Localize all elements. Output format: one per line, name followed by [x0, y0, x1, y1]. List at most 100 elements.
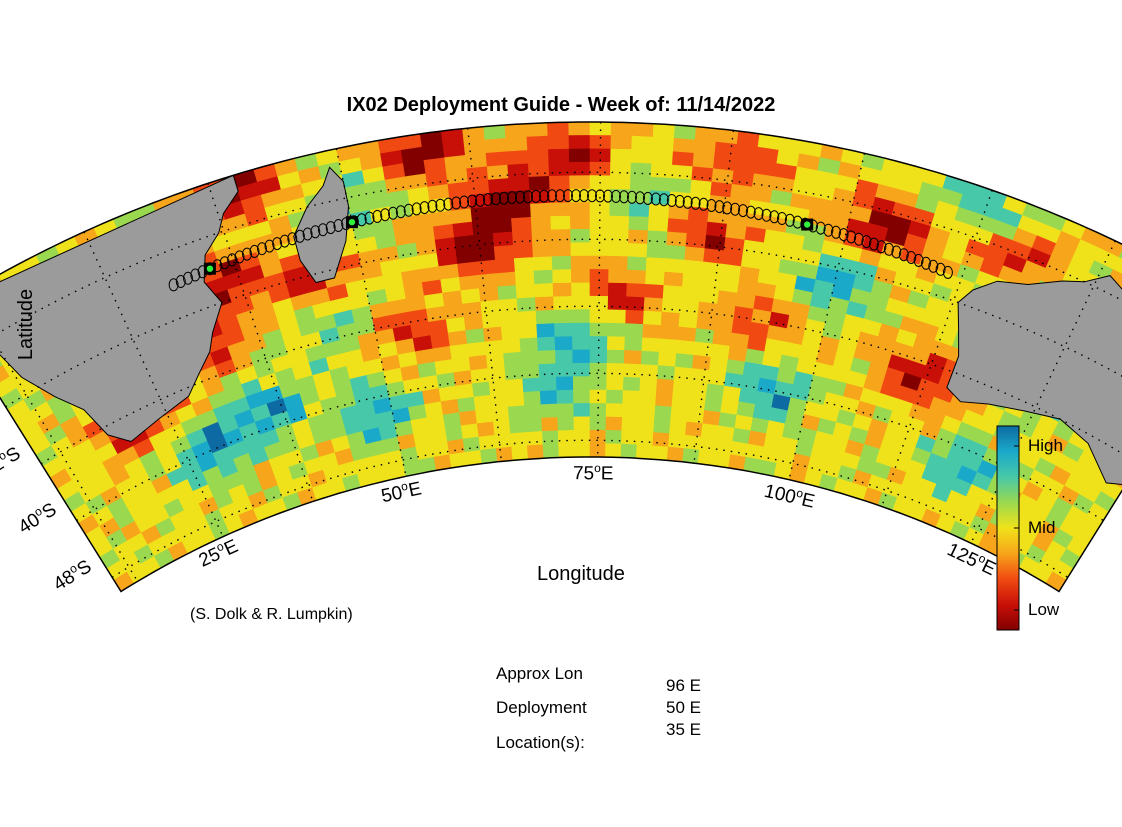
field-cell [674, 353, 695, 369]
field-cell [669, 419, 688, 436]
field-cell [569, 202, 591, 217]
field-cell [539, 376, 558, 392]
field-cell [630, 162, 653, 178]
field-cell [440, 277, 462, 294]
track-point [515, 190, 525, 204]
track-point [706, 199, 717, 212]
field-cell [445, 168, 469, 185]
field-cell [510, 203, 532, 219]
field-cell [530, 202, 552, 218]
track-point [411, 202, 422, 216]
field-cell [447, 181, 470, 198]
field-cell [532, 256, 553, 272]
field-cell [569, 161, 591, 177]
field-cell [589, 416, 607, 431]
track-point [595, 189, 605, 203]
field-cell [624, 336, 643, 352]
field-cell [534, 296, 555, 312]
field-cell [651, 445, 669, 461]
parallel-line [76, 372, 1104, 522]
field-cell [718, 412, 738, 429]
field-cell [620, 443, 638, 459]
track-point [635, 191, 645, 205]
field-cell [481, 313, 502, 329]
field-cell [465, 328, 486, 345]
track-point [913, 253, 924, 267]
info-label-line2: Deployment [496, 698, 587, 717]
field-cell [624, 323, 644, 339]
field-cell [712, 330, 733, 347]
field-cell [640, 364, 659, 380]
field-cell [444, 303, 465, 320]
field-cell [520, 350, 540, 366]
track-point [823, 223, 834, 237]
track-point [627, 190, 637, 204]
track-point [690, 196, 701, 210]
track-point [183, 271, 193, 285]
field-cell [502, 338, 522, 354]
track-point [761, 208, 772, 222]
field-cell [571, 309, 591, 324]
field-cell [697, 301, 718, 318]
field-cell [667, 218, 689, 234]
field-cell [589, 161, 611, 177]
track-point [883, 242, 894, 256]
field-cell [555, 349, 574, 365]
field-cell [476, 421, 496, 438]
field-cell [438, 385, 458, 403]
field-cell [683, 259, 704, 276]
field-cell [718, 277, 740, 294]
field-cell [525, 122, 549, 138]
track-point [714, 200, 725, 214]
field-cell [606, 389, 624, 405]
field-cell [491, 406, 510, 423]
field-cell [537, 350, 557, 365]
track-point [219, 256, 230, 270]
field-cell [485, 353, 506, 369]
track-point [876, 240, 887, 254]
field-cell [509, 418, 527, 435]
track-point [682, 195, 693, 209]
field-cell [656, 378, 675, 394]
field-cell [713, 316, 735, 334]
field-cell [589, 389, 607, 404]
field-cell [568, 148, 591, 163]
field-cell [607, 322, 626, 338]
field-cell [571, 282, 591, 297]
track-point [380, 208, 391, 222]
field-cell [630, 149, 653, 165]
track-point [475, 193, 486, 207]
field-cell [511, 445, 529, 461]
field-cell [673, 124, 697, 141]
field-cell [667, 433, 686, 449]
track-point [587, 189, 597, 203]
field-cell [666, 231, 688, 248]
field-cell [470, 206, 493, 223]
field-cell [473, 233, 495, 249]
field-cell [712, 154, 736, 172]
field-cell [610, 122, 633, 137]
field-cell [486, 164, 509, 181]
field-cell [1112, 257, 1122, 280]
track-point [846, 230, 857, 244]
field-cell [555, 362, 574, 378]
field-cell [684, 246, 706, 263]
field-cell [494, 433, 513, 449]
track-point [698, 197, 709, 211]
field-cell [473, 394, 493, 411]
field-cell [550, 229, 572, 244]
track-point [483, 193, 493, 206]
field-cell [468, 354, 489, 371]
field-cell [605, 403, 624, 418]
field-cell [666, 446, 685, 463]
track-point [611, 189, 621, 203]
field-cell [540, 403, 559, 419]
field-cell [657, 351, 677, 368]
field-cell [466, 166, 489, 183]
field-cell [661, 298, 682, 314]
field-cell [701, 261, 723, 278]
field-cell [478, 434, 497, 451]
field-cell [453, 370, 473, 387]
field-cell [605, 429, 623, 445]
field-cell [656, 365, 676, 381]
